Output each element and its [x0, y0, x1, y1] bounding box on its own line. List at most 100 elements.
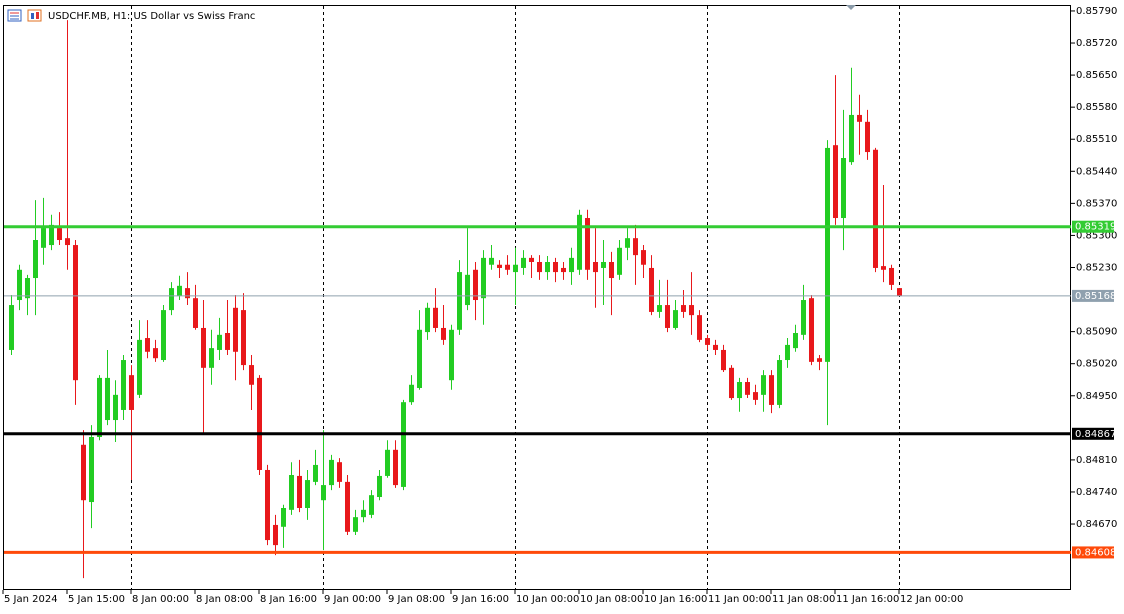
price-level-tag: [1072, 289, 1114, 302]
candle-body: [777, 360, 782, 405]
y-tick-label: 0.84810: [1076, 455, 1117, 466]
candle-body: [729, 367, 734, 399]
candle-body: [673, 310, 678, 328]
x-tick-label: 8 Jan 08:00: [196, 594, 253, 605]
candle-body: [641, 250, 646, 265]
candle-body: [353, 517, 358, 532]
x-tick-label: 10 Jan 00:00: [516, 594, 579, 605]
candle-body: [433, 307, 438, 328]
price-level-label: 0.85168: [1075, 291, 1116, 302]
candle-body: [649, 267, 654, 312]
candle-body: [97, 377, 102, 437]
candle-body: [273, 524, 278, 546]
icon-chart[interactable]: [27, 9, 42, 22]
candle-body: [537, 261, 542, 273]
candle-body: [585, 218, 590, 270]
x-tick-label: 8 Jan 16:00: [260, 594, 317, 605]
candle-body: [209, 348, 214, 368]
x-tick-label: 12 Jan 00:00: [900, 594, 963, 605]
candle-body: [321, 485, 326, 501]
price-level-label: 0.84608: [1075, 547, 1116, 558]
candle-body: [489, 257, 494, 265]
candle-body: [73, 245, 78, 381]
candle-body: [553, 261, 558, 273]
candle-body: [217, 334, 222, 350]
candle-body: [809, 298, 814, 362]
candle-body: [17, 269, 22, 301]
candle-body: [89, 436, 94, 503]
candle-body: [313, 464, 318, 482]
candle-body: [377, 475, 382, 498]
candle-body: [521, 257, 526, 268]
x-tick-label: 5 Jan 2024: [4, 594, 58, 605]
candle-body: [681, 305, 686, 312]
candle-body: [873, 149, 878, 268]
candle-body: [385, 449, 390, 476]
candle-body: [121, 360, 126, 410]
candle-body: [369, 495, 374, 515]
chart-title: USDCHF.MB, H1: US Dollar vs Swiss Franc: [48, 11, 255, 22]
candle-body: [161, 310, 166, 361]
candle-body: [425, 307, 430, 333]
candle-body: [601, 261, 606, 268]
x-tick-label: 11 Jan 08:00: [772, 594, 835, 605]
candle-body: [793, 333, 798, 349]
candle-body: [897, 288, 902, 296]
candle-body: [241, 310, 246, 366]
y-tick-label: 0.85720: [1076, 38, 1117, 49]
y-tick-label: 0.85440: [1076, 166, 1117, 177]
candle-body: [361, 509, 366, 518]
icon-bar: [36, 12, 39, 19]
y-tick-label: 0.84740: [1076, 487, 1117, 498]
candle-body: [57, 228, 62, 241]
candle-body: [849, 114, 854, 163]
candle-body: [737, 382, 742, 399]
candle-body: [185, 288, 190, 299]
candle-body: [201, 327, 206, 368]
candle-body: [705, 338, 710, 345]
candle-body: [625, 238, 630, 248]
candle-body: [81, 444, 86, 501]
candle-body: [225, 333, 230, 350]
plot-frame: [3, 5, 1071, 590]
candle-body: [473, 269, 478, 301]
price-level-label: 0.84867: [1075, 429, 1116, 440]
candle-body: [513, 264, 518, 273]
candle-body: [281, 507, 286, 527]
candle-body: [825, 147, 830, 362]
candle-body: [409, 384, 414, 403]
x-tick-label: 10 Jan 16:00: [644, 594, 707, 605]
candle-body: [249, 365, 254, 385]
candle-body: [753, 392, 758, 400]
candle-body: [457, 272, 462, 330]
candle-body: [329, 459, 334, 486]
candle-body: [345, 481, 350, 532]
price-level-tag: [1072, 220, 1114, 233]
candle-body: [857, 114, 862, 122]
candle-body: [233, 307, 238, 352]
candle-body: [41, 228, 46, 248]
price-level-tag: [1072, 427, 1114, 440]
y-tick-label: 0.85300: [1076, 230, 1117, 241]
x-tick-label: 11 Jan 16:00: [836, 594, 899, 605]
candle-body: [257, 377, 262, 470]
candle-body: [289, 475, 294, 510]
candle-body: [833, 145, 838, 219]
y-tick-label: 0.85370: [1076, 198, 1117, 209]
candle-body: [137, 339, 142, 395]
candle-body: [689, 305, 694, 316]
candle-body: [505, 264, 510, 270]
price-level-tag: [1072, 546, 1114, 559]
candle-body: [817, 358, 822, 362]
y-tick-label: 0.85510: [1076, 134, 1117, 145]
y-tick-label: 0.85230: [1076, 262, 1117, 273]
candle-body: [745, 382, 750, 395]
candle-body: [761, 375, 766, 395]
candle-body: [305, 480, 310, 508]
candle-body: [169, 288, 174, 311]
candle-body: [593, 261, 598, 273]
candle-body: [105, 377, 110, 421]
y-tick-label: 0.85650: [1076, 70, 1117, 81]
x-tick-label: 9 Jan 00:00: [324, 594, 381, 605]
